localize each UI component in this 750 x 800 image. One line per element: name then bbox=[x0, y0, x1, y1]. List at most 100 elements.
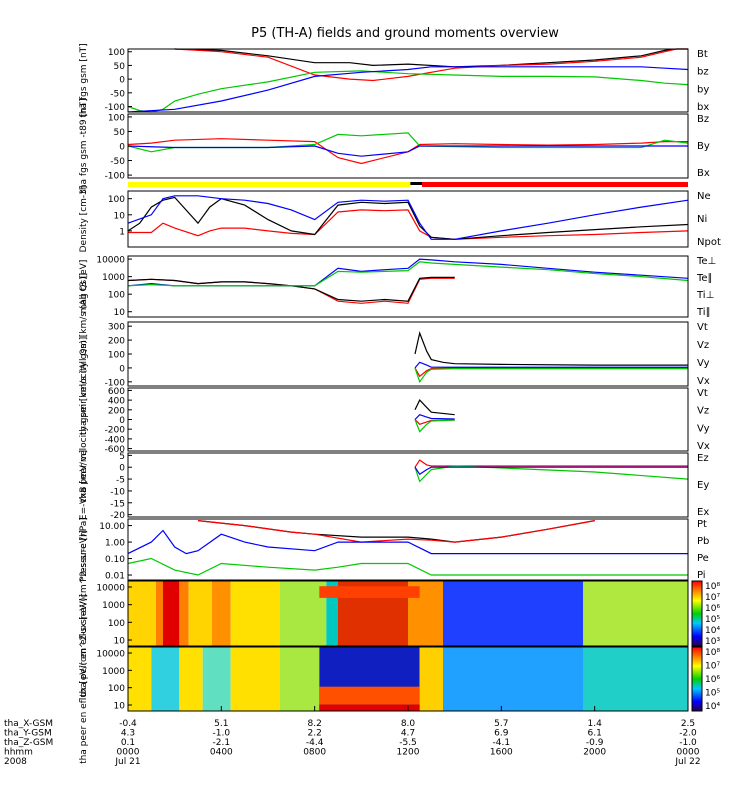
spectrogram-band bbox=[179, 581, 189, 646]
panel-7: 10.00 1.00 0.10 0.01 Pressure [nPa] Pt Pb Pe Pi bbox=[79, 517, 709, 582]
legend-entry: Pt bbox=[697, 519, 707, 530]
x-row-value: -2.0 bbox=[679, 729, 697, 739]
legend-entry: Ey bbox=[697, 480, 709, 491]
y-tick-label: -400 bbox=[105, 435, 126, 445]
y-tick-label: -15 bbox=[110, 499, 125, 509]
legend-entry: bz bbox=[697, 67, 709, 78]
y-tick-label: 1000 bbox=[102, 601, 125, 611]
spectrogram-band bbox=[230, 581, 280, 646]
spectrogram-band bbox=[583, 647, 688, 711]
colorbar-label: 10³ bbox=[705, 637, 720, 647]
region-bar-segment bbox=[422, 182, 688, 187]
y-tick-label: -100 bbox=[105, 172, 126, 182]
y-tick-label: 50 bbox=[114, 62, 126, 72]
spectrogram-band bbox=[443, 581, 583, 646]
panel-8: 10000 1000 100 10 tha peir en eflux [eV/(cm^… bbox=[79, 530, 689, 697]
legend-entry: Ti∥ bbox=[696, 307, 711, 318]
panel-frame bbox=[127, 452, 689, 518]
colorbar-label: 10⁵ bbox=[705, 689, 720, 699]
x-row-value: 5.7 bbox=[494, 719, 508, 729]
series-line bbox=[414, 361, 688, 369]
panel-2: 100 10 1 Density [cm-3] Ne Ni Npot bbox=[79, 186, 721, 253]
colorbar-label: 10⁶ bbox=[705, 604, 720, 614]
series-line bbox=[127, 138, 688, 165]
panel-frame bbox=[127, 190, 689, 248]
spectrogram-band bbox=[163, 581, 180, 646]
series-line bbox=[127, 195, 689, 240]
y-tick-label: 0.10 bbox=[105, 555, 125, 565]
x-row-value: 0800 bbox=[303, 748, 326, 758]
y-tick-label: 100 bbox=[108, 113, 125, 123]
region-bar-segment bbox=[128, 182, 411, 187]
legend-entry: Te∥ bbox=[696, 273, 713, 284]
x-row-value: 5.1 bbox=[214, 719, 228, 729]
legend-entry: Pe bbox=[697, 553, 709, 564]
y-axis-label: Density [cm-3] bbox=[79, 186, 89, 253]
y-tick-label: -20 bbox=[110, 511, 125, 521]
panel-frame bbox=[127, 255, 689, 318]
colorbar-label: 10⁵ bbox=[705, 615, 720, 625]
time-axis-labels: tha_X-GSM -0.4 5.1 8.2 8.0 5.7 1.4 2.5 tha_Y-GSM… bbox=[4, 706, 701, 767]
colorbar bbox=[691, 646, 703, 712]
x-row-value: 0.1 bbox=[121, 738, 135, 748]
panel-6: 5 0 -5-10 -15 -20 E=-VxB [mV/m] Ez Ey Ex bbox=[79, 450, 709, 521]
y-tick-label: 50 bbox=[114, 128, 126, 138]
series-line bbox=[127, 132, 689, 153]
x-row-value: 1200 bbox=[397, 748, 420, 758]
y-tick-label: 600 bbox=[108, 387, 125, 397]
spectrogram-feature bbox=[319, 704, 420, 711]
legend-entry: Te⊥ bbox=[696, 256, 716, 267]
y-tick-label: -50 bbox=[110, 89, 125, 99]
x-row-value: 1600 bbox=[490, 748, 513, 758]
y-tick-label: 400 bbox=[108, 397, 125, 407]
colorbar-label: 10⁷ bbox=[705, 662, 720, 672]
x-row-label: tha_Y-GSM bbox=[4, 729, 52, 739]
legend-entry: Vz bbox=[697, 340, 709, 351]
x-row-value: -1.0 bbox=[679, 738, 697, 748]
legend-entry: Ex bbox=[697, 507, 709, 518]
series-line bbox=[127, 276, 455, 302]
legend-entry: Ti⊥ bbox=[696, 290, 714, 301]
series-line bbox=[127, 277, 455, 304]
x-row-label: tha_Z-GSM bbox=[4, 738, 53, 748]
legend-entry: Vt bbox=[697, 388, 708, 399]
spectrogram-band bbox=[212, 581, 231, 646]
panel-0: 100 50 0 -50 -100 tha fgs gsm [nT] Bt bz by bx bbox=[79, 43, 709, 117]
series-line bbox=[197, 520, 595, 543]
region-bar-segment bbox=[410, 182, 422, 185]
spectrogram-feature bbox=[319, 586, 420, 598]
y-tick-label: -100 bbox=[105, 378, 126, 388]
x-row-value: 6.9 bbox=[494, 729, 509, 739]
y-tick-label: 100 bbox=[108, 48, 125, 58]
spectrogram-band bbox=[151, 647, 180, 711]
x-row-value: 0000 bbox=[677, 748, 700, 758]
y-tick-label: 1000 bbox=[102, 667, 125, 677]
y-tick-label: 0 bbox=[119, 143, 125, 153]
series-line bbox=[414, 419, 455, 433]
spectrogram-band bbox=[230, 647, 280, 711]
y-tick-label: 1000 bbox=[102, 273, 125, 283]
x-row-value: -4.4 bbox=[306, 738, 324, 748]
y-tick-label: 10 bbox=[114, 637, 126, 647]
x-row-value: -4.1 bbox=[493, 738, 511, 748]
x-row-value: 4.3 bbox=[121, 729, 135, 739]
y-tick-label: 300 bbox=[108, 323, 125, 333]
y-tick-label: 0 bbox=[119, 416, 125, 426]
y-tick-label: -5 bbox=[116, 476, 125, 486]
y-tick-label: 1.00 bbox=[105, 539, 125, 549]
y-tick-label: -10 bbox=[110, 487, 125, 497]
series-line bbox=[127, 70, 689, 113]
series-line bbox=[414, 367, 688, 384]
spectrogram-band bbox=[583, 581, 688, 646]
legend-entry: Ni bbox=[697, 214, 707, 225]
panel-frame bbox=[127, 518, 689, 581]
x-row-value: 0400 bbox=[210, 748, 233, 758]
series-line bbox=[127, 529, 688, 555]
y-tick-label: 10.00 bbox=[99, 522, 125, 532]
spectrogram-band bbox=[179, 647, 203, 711]
panel-frame bbox=[127, 48, 689, 113]
y-axis-label: tha fgs gsm -t89 [nT] bbox=[79, 98, 89, 193]
spectrogram-band bbox=[279, 647, 320, 711]
